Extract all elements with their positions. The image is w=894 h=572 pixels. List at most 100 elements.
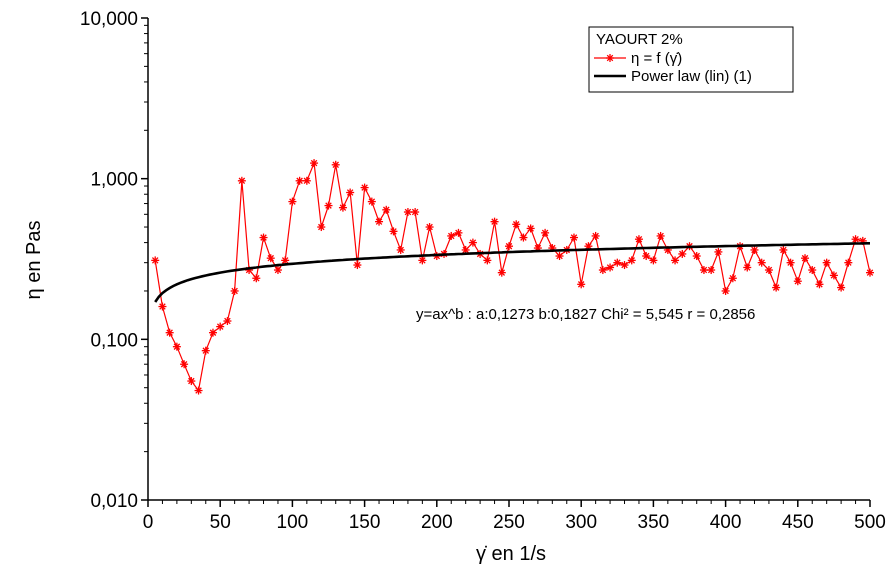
data-point bbox=[598, 266, 607, 275]
legend-title: YAOURT 2% bbox=[596, 31, 683, 48]
data-point bbox=[201, 346, 210, 355]
data-point bbox=[237, 176, 246, 185]
power-law-fit-curve bbox=[154, 242, 870, 303]
data-point bbox=[671, 256, 680, 265]
x-tick-label: 200 bbox=[421, 512, 453, 533]
data-point bbox=[367, 197, 376, 206]
data-point bbox=[468, 238, 477, 247]
data-point bbox=[360, 183, 369, 192]
data-point bbox=[866, 268, 874, 277]
data-point bbox=[757, 258, 766, 267]
x-ticks: 0 50 100 150 200 250 300 350 400 450 500 bbox=[143, 500, 886, 533]
data-point bbox=[208, 328, 217, 337]
data-point bbox=[526, 224, 535, 233]
x-axis-title: γ̇ en 1/s bbox=[476, 543, 546, 565]
fit-layer bbox=[154, 242, 870, 303]
data-point bbox=[165, 328, 174, 337]
data-point bbox=[584, 242, 593, 251]
data-point bbox=[411, 208, 420, 217]
x-tick-label: 350 bbox=[638, 512, 670, 533]
legend-entry-fit: Power law (lin) (1) bbox=[631, 68, 752, 85]
data-point bbox=[295, 176, 304, 185]
data-point bbox=[844, 258, 853, 267]
data-point bbox=[158, 302, 167, 311]
data-point bbox=[692, 252, 701, 261]
data-point bbox=[541, 228, 550, 237]
data-point bbox=[425, 223, 434, 232]
data-point bbox=[288, 197, 297, 206]
data-point bbox=[837, 283, 846, 292]
data-point bbox=[382, 205, 391, 214]
data-point bbox=[172, 342, 181, 351]
data-point bbox=[772, 283, 781, 292]
x-tick-label: 100 bbox=[277, 512, 309, 533]
data-point bbox=[721, 286, 730, 295]
data-point bbox=[649, 256, 658, 265]
data-point bbox=[569, 233, 578, 242]
data-point bbox=[375, 217, 384, 226]
x-tick-label: 150 bbox=[349, 512, 381, 533]
data-point bbox=[656, 231, 665, 240]
data-point bbox=[180, 360, 189, 369]
data-point bbox=[512, 220, 521, 229]
data-point bbox=[389, 227, 398, 236]
data-point bbox=[829, 271, 838, 280]
data-point bbox=[310, 159, 319, 168]
data-point bbox=[801, 254, 810, 263]
data-point bbox=[519, 233, 528, 242]
data-point bbox=[822, 258, 831, 267]
data-point bbox=[851, 235, 860, 244]
data-point bbox=[447, 231, 456, 240]
x-tick-label: 50 bbox=[210, 512, 231, 533]
data-point bbox=[642, 252, 651, 261]
data-point bbox=[627, 256, 636, 265]
legend-entry-data: η = f (γ̇) bbox=[631, 50, 682, 67]
x-tick-label: 250 bbox=[493, 512, 525, 533]
y-tick-label: 0,100 bbox=[90, 330, 138, 351]
data-point bbox=[353, 261, 362, 270]
data-point bbox=[606, 263, 615, 272]
legend-asterisk bbox=[606, 54, 614, 62]
data-point bbox=[714, 247, 723, 256]
data-point bbox=[555, 252, 564, 261]
legend-marker-asterisk bbox=[606, 54, 614, 62]
y-tick-label: 10,000 bbox=[80, 9, 138, 30]
data-point bbox=[331, 160, 340, 169]
data-point bbox=[454, 228, 463, 237]
data-point bbox=[793, 277, 802, 286]
data-point bbox=[346, 188, 355, 197]
data-point bbox=[302, 176, 311, 185]
data-point bbox=[281, 256, 290, 265]
data-point bbox=[591, 231, 600, 240]
data-point bbox=[764, 266, 773, 275]
data-point bbox=[266, 254, 275, 263]
axes: 0,010 0,100 1,000 10,000 0 50 100 150 200 250 300… bbox=[80, 9, 886, 533]
data-point bbox=[194, 386, 203, 395]
data-point bbox=[497, 268, 506, 277]
data-point bbox=[187, 377, 196, 386]
data-point bbox=[815, 280, 824, 289]
data-point bbox=[743, 263, 752, 272]
data-point bbox=[505, 242, 513, 251]
x-tick-label: 0 bbox=[143, 512, 154, 533]
y-tick-label: 0,010 bbox=[90, 491, 138, 512]
data-point bbox=[808, 266, 817, 275]
data-point bbox=[620, 261, 629, 270]
data-point bbox=[396, 245, 405, 254]
data-point bbox=[338, 203, 347, 212]
x-tick-label: 500 bbox=[854, 512, 886, 533]
x-tick-label: 400 bbox=[710, 512, 742, 533]
data-point bbox=[634, 235, 643, 244]
data-point bbox=[151, 256, 160, 265]
data-point bbox=[786, 258, 795, 267]
data-point bbox=[273, 266, 282, 275]
data-point bbox=[483, 256, 492, 265]
legend: YAOURT 2% η = f (γ̇) Power law (lin) (1) bbox=[588, 26, 794, 93]
data-point bbox=[728, 274, 737, 283]
data-point bbox=[490, 217, 499, 226]
fit-annotation: y=ax^b : a:0,1273 b:0,1827 Chi² = 5,545 … bbox=[416, 306, 755, 323]
data-point bbox=[613, 258, 622, 267]
legend-box bbox=[588, 26, 794, 93]
data-point bbox=[779, 245, 788, 254]
